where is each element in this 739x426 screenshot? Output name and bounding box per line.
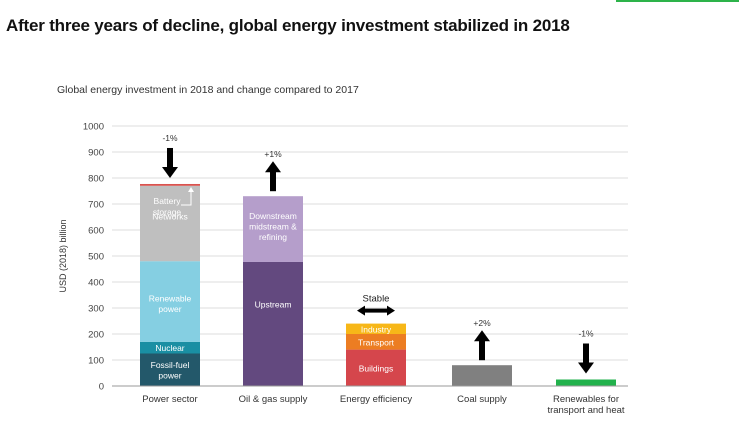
x-tick-label: Coal supply <box>457 394 507 405</box>
x-tick-label: Energy efficiency <box>340 394 412 405</box>
callout-line <box>181 188 192 206</box>
arrow-both-icon <box>357 305 365 316</box>
segment-label: Renewable <box>149 293 192 303</box>
change-label: -1% <box>578 329 594 339</box>
segment-label: Buildings <box>359 363 394 373</box>
bars: Fossil-fuelpowerNuclearRenewablepowerNet… <box>140 183 616 386</box>
change-label: Stable <box>363 294 390 305</box>
accent-bar <box>616 0 739 2</box>
change-label: +2% <box>473 318 491 328</box>
x-tick-label: transport and heat <box>547 405 624 416</box>
bar-segment-renewables-for-transport-and-heat <box>556 379 616 386</box>
segment-label: Networks <box>152 211 187 221</box>
bar-segment-networks <box>140 185 200 262</box>
change-label: +1% <box>264 149 282 159</box>
y-tick-label: 900 <box>88 148 104 159</box>
x-axis-labels: Power sector Oil & gas supply Energy effic… <box>142 394 625 416</box>
x-tick-label: Oil & gas supply <box>239 394 308 405</box>
arrow-both-icon <box>364 308 388 313</box>
arrow-down-icon <box>167 147 173 168</box>
callout-arrowhead <box>188 186 194 192</box>
segment-label: Fossil-fuel <box>151 360 190 370</box>
change-indicators: -1% +1% Stable +2% -1% <box>162 133 594 374</box>
segment-label: Industry <box>361 324 392 334</box>
arrow-up-icon <box>479 340 485 361</box>
bar-renewables-for-transport-and-heat <box>556 379 616 386</box>
y-tick-label: 1000 <box>83 122 104 133</box>
page-title: After three years of decline, global ene… <box>6 16 570 35</box>
bar-coal-supply <box>452 365 512 386</box>
y-axis-label: USD (2018) billion <box>58 219 68 292</box>
bar-energy-efficiency: Buildings Transport Industry <box>346 323 406 386</box>
segment-label: midstream & <box>249 222 297 232</box>
change-indicator-energy-efficiency: Stable <box>357 294 395 316</box>
y-axis-ticks: 0 100 200 300 400 500 600 700 800 900 1000 <box>83 122 104 393</box>
bar-segment-upstream <box>243 261 303 386</box>
segment-label: Battery <box>154 196 182 206</box>
arrow-down-icon <box>162 166 178 178</box>
bar-segment-downstream-midstream-refining <box>243 196 303 262</box>
bar-segment-fossil-fuel-power <box>140 353 200 386</box>
segment-label: Nuclear <box>155 343 184 353</box>
arrow-down-icon <box>578 362 594 374</box>
x-tick-label: Renewables for <box>553 394 619 405</box>
segment-label: Downstream <box>249 211 297 221</box>
change-indicator-coal-supply: +2% <box>473 318 491 361</box>
arrow-down-icon <box>583 343 589 364</box>
arrow-up-icon <box>474 330 490 342</box>
chart-title: Global energy investment in 2018 and cha… <box>57 84 359 96</box>
segment-label: refining <box>259 232 287 242</box>
change-indicator-renewables-for-transport-and-heat: -1% <box>578 329 594 374</box>
y-tick-label: 800 <box>88 174 104 185</box>
arrow-up-icon <box>270 171 276 192</box>
y-tick-label: 400 <box>88 278 104 289</box>
segment-label: power <box>158 371 181 381</box>
y-tick-label: 600 <box>88 226 104 237</box>
change-indicator-oil-gas-supply: +1% <box>264 149 282 192</box>
change-label: -1% <box>162 133 178 143</box>
y-tick-label: 0 <box>99 382 104 393</box>
arrow-both-icon <box>387 305 395 316</box>
y-tick-label: 500 <box>88 252 104 263</box>
bar-segment-renewable-power <box>140 261 200 342</box>
segment-label: Transport <box>358 337 395 347</box>
bar-power-sector: Fossil-fuelpowerNuclearRenewablepowerNet… <box>140 183 200 386</box>
segment-label: storage <box>153 207 182 217</box>
y-tick-label: 700 <box>88 200 104 211</box>
segment-label: Upstream <box>255 299 292 309</box>
bar-segment-nuclear <box>140 341 200 354</box>
bar-segment-transport <box>346 334 406 350</box>
bar-segment-industry <box>346 323 406 334</box>
bar-segment-battery-storage <box>140 183 200 186</box>
bar-segment-coal-supply <box>452 365 512 386</box>
y-tick-label: 300 <box>88 304 104 315</box>
bar-segment-buildings <box>346 349 406 386</box>
y-tick-label: 100 <box>88 356 104 367</box>
x-tick-label: Power sector <box>142 394 197 405</box>
segment-label: power <box>158 304 181 314</box>
arrow-up-icon <box>265 161 281 173</box>
change-indicator-power-sector: -1% <box>162 133 178 178</box>
y-tick-label: 200 <box>88 330 104 341</box>
